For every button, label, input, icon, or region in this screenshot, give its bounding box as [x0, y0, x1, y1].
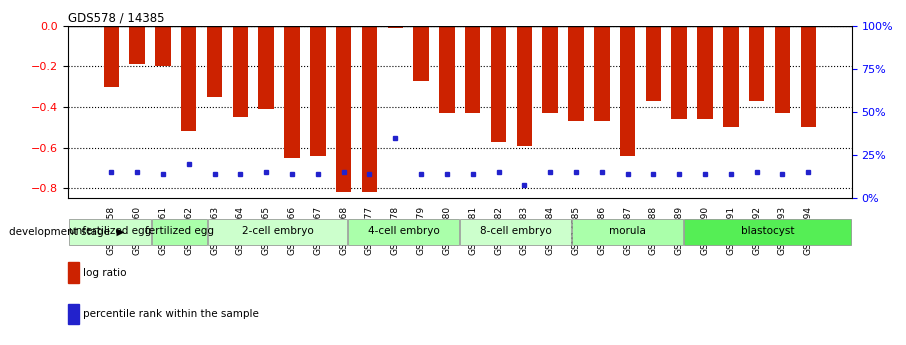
Bar [460, 219, 571, 245]
Text: 4-cell embryo: 4-cell embryo [368, 226, 439, 236]
Bar [698, 26, 713, 119]
Bar [361, 26, 377, 192]
Bar [749, 26, 765, 101]
Bar [516, 26, 532, 146]
Bar [284, 26, 300, 158]
Bar [491, 26, 506, 141]
Bar [69, 219, 151, 245]
Bar [671, 26, 687, 119]
Bar [594, 26, 610, 121]
Text: 8-cell embryo: 8-cell embryo [480, 226, 552, 236]
Bar [155, 26, 170, 67]
Bar [573, 219, 683, 245]
Bar [336, 26, 352, 192]
Text: percentile rank within the sample: percentile rank within the sample [83, 309, 259, 319]
Bar [801, 26, 816, 127]
Bar [465, 26, 480, 113]
Bar [207, 26, 222, 97]
Text: fertilized egg: fertilized egg [145, 226, 215, 236]
Bar [775, 26, 790, 113]
Bar [181, 26, 197, 131]
Text: unfertilized egg: unfertilized egg [69, 226, 151, 236]
Bar [208, 219, 347, 245]
Bar [620, 26, 635, 156]
Bar [543, 26, 558, 113]
Bar [152, 219, 207, 245]
Bar [310, 26, 325, 156]
Text: morula: morula [610, 226, 646, 236]
Bar [349, 219, 459, 245]
Bar [439, 26, 455, 113]
Bar [723, 26, 738, 127]
Bar [684, 219, 851, 245]
Bar [388, 26, 403, 28]
Text: GDS578 / 14385: GDS578 / 14385 [68, 12, 165, 25]
Text: blastocyst: blastocyst [741, 226, 795, 236]
Bar [258, 26, 274, 109]
Bar [233, 26, 248, 117]
Text: development stage  ▶: development stage ▶ [9, 227, 124, 237]
Bar [130, 26, 145, 65]
Text: log ratio: log ratio [83, 268, 127, 277]
Bar [103, 26, 119, 87]
Bar [646, 26, 661, 101]
Text: 2-cell embryo: 2-cell embryo [242, 226, 313, 236]
Bar [413, 26, 429, 81]
Bar [568, 26, 583, 121]
